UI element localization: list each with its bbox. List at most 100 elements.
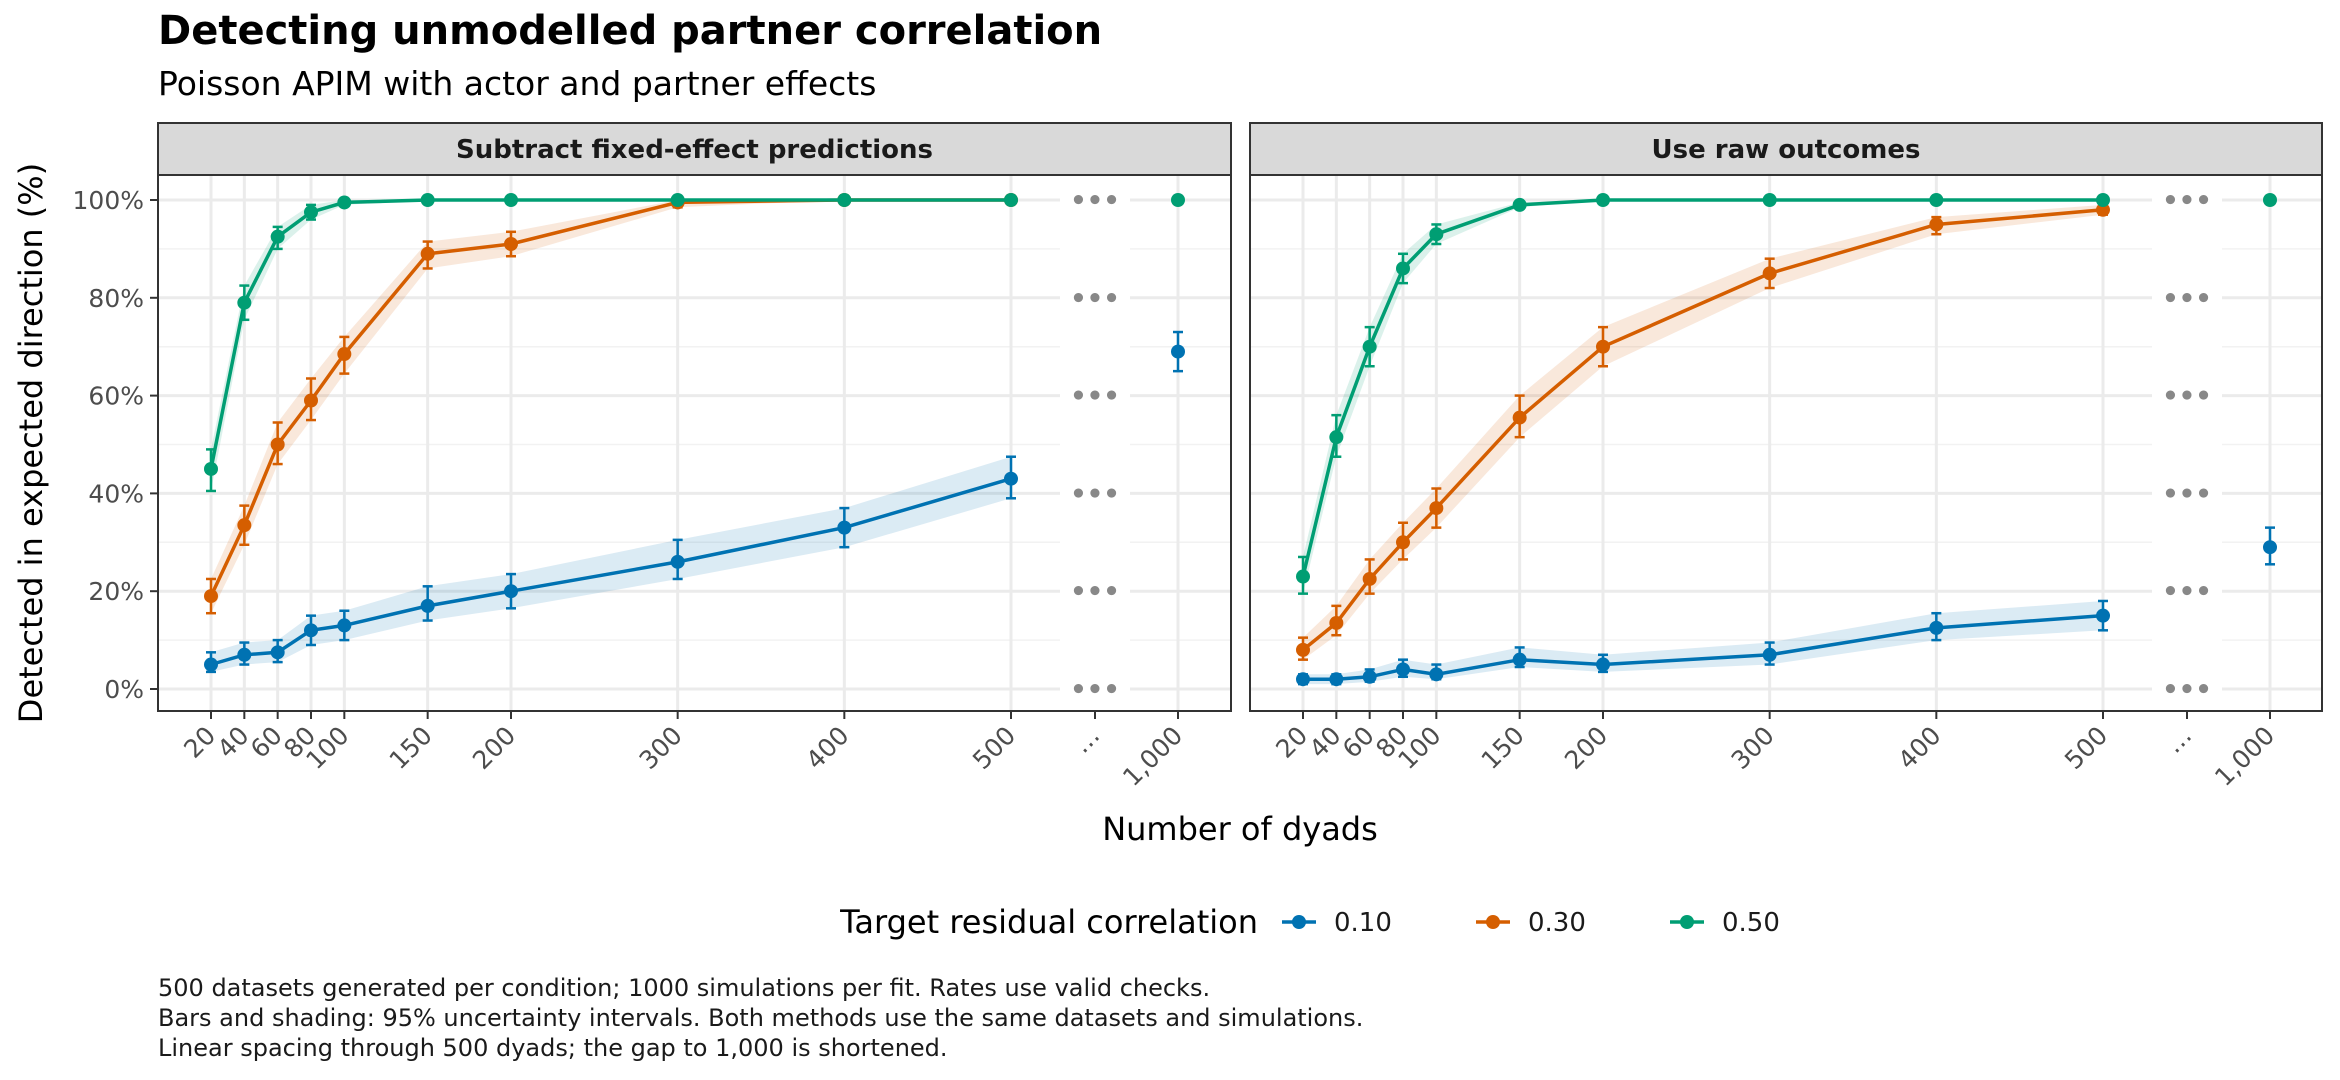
x-tick-label: 150 bbox=[384, 721, 438, 775]
legend-label: 0.10 bbox=[1334, 908, 1392, 938]
data-point-0.30 bbox=[204, 589, 218, 604]
data-point-0.50 bbox=[837, 193, 852, 207]
gap-marker: ••• bbox=[1070, 479, 1120, 509]
data-point-0.50-1000 bbox=[1171, 193, 1185, 207]
data-point-0.10 bbox=[504, 584, 518, 599]
panel-background bbox=[1250, 175, 2322, 711]
series-line-0.10 bbox=[210, 477, 1012, 667]
data-point-0.30 bbox=[1296, 642, 1310, 657]
data-point-0.50 bbox=[420, 193, 435, 207]
y-tick-label: 40% bbox=[88, 479, 144, 508]
data-point-0.50 bbox=[1596, 193, 1610, 207]
data-point-0.10 bbox=[1004, 471, 1018, 486]
facet-strip bbox=[1249, 122, 2323, 176]
chart-subtitle: Poisson APIM with actor and partner effe… bbox=[158, 64, 877, 103]
legend-key-point bbox=[1292, 915, 1306, 929]
data-point-0.30 bbox=[304, 393, 318, 408]
caption-line-3: Linear spacing through 500 dyads; the ga… bbox=[158, 1034, 948, 1062]
y-tick-label: 0% bbox=[104, 675, 144, 704]
y-axis-title: Detected in expected direction (%) bbox=[12, 163, 50, 723]
x-tick-label: 1,000 bbox=[2209, 721, 2280, 792]
data-point-0.10 bbox=[237, 647, 252, 662]
data-point-0.10-1000 bbox=[2263, 540, 2277, 555]
data-point-0.10-1000 bbox=[1171, 344, 1185, 359]
data-point-0.10 bbox=[270, 645, 285, 660]
data-point-0.30 bbox=[2096, 202, 2110, 217]
data-point-0.50 bbox=[1396, 261, 1410, 276]
y-tick-label: 100% bbox=[73, 186, 144, 215]
gap-band bbox=[2152, 175, 2222, 711]
x-tick-label: 300 bbox=[1726, 721, 1780, 775]
facet-strip-label: Subtract fixed-effect predictions bbox=[456, 135, 933, 165]
gap-marker: ••• bbox=[1070, 186, 1120, 216]
data-point-0.50 bbox=[270, 229, 285, 244]
facet-strip-label: Use raw outcomes bbox=[1652, 135, 1921, 165]
panel-background bbox=[158, 175, 1231, 711]
data-point-0.30 bbox=[504, 237, 518, 252]
data-point-0.50-1000 bbox=[2263, 193, 2277, 207]
data-point-0.50 bbox=[1329, 430, 1344, 445]
gap-marker: ••• bbox=[2162, 479, 2212, 509]
legend-key-point bbox=[1486, 915, 1500, 929]
gap-marker: ••• bbox=[2162, 675, 2212, 705]
x-tick-label: 150 bbox=[1476, 721, 1530, 775]
data-point-0.50 bbox=[1362, 339, 1377, 354]
uncertainty-ribbon-0.50 bbox=[211, 200, 1011, 491]
series-line-0.30 bbox=[1301, 208, 2104, 652]
chart-title: Detecting unmodelled partner correlation bbox=[158, 8, 1103, 54]
data-point-0.50 bbox=[337, 195, 352, 210]
data-point-0.10 bbox=[1512, 652, 1527, 667]
y-tick-label: 20% bbox=[88, 577, 144, 606]
data-point-0.50 bbox=[237, 295, 252, 310]
data-point-0.50 bbox=[504, 193, 518, 207]
data-point-0.50 bbox=[1762, 193, 1777, 207]
data-point-0.10 bbox=[1762, 647, 1777, 662]
legend-label: 0.50 bbox=[1722, 908, 1780, 938]
data-point-0.30 bbox=[1396, 535, 1410, 550]
gap-marker: ••• bbox=[2162, 577, 2212, 607]
data-point-0.30 bbox=[1596, 339, 1610, 354]
data-point-0.10 bbox=[1929, 620, 1944, 635]
x-tick-label: 1,000 bbox=[1117, 721, 1188, 792]
data-point-0.50 bbox=[1296, 569, 1310, 584]
gap-marker: ••• bbox=[1070, 284, 1120, 314]
data-point-0.10 bbox=[420, 598, 435, 613]
legend-key-point bbox=[1680, 915, 1694, 929]
gap-marker: ••• bbox=[1070, 382, 1120, 412]
caption-line-1: 500 datasets generated per condition; 10… bbox=[158, 974, 1211, 1002]
data-point-0.30 bbox=[237, 518, 252, 533]
data-point-0.30 bbox=[1429, 501, 1444, 516]
data-point-0.10 bbox=[304, 623, 318, 638]
data-point-0.50 bbox=[304, 205, 318, 220]
x-tick-label: … bbox=[1067, 721, 1105, 759]
data-point-0.50 bbox=[204, 461, 218, 476]
x-tick-label: 300 bbox=[634, 721, 688, 775]
series-line-0.10 bbox=[1303, 613, 2104, 681]
data-point-0.10 bbox=[1396, 662, 1410, 677]
data-point-0.10 bbox=[837, 520, 852, 535]
data-point-0.30 bbox=[1512, 410, 1527, 425]
x-tick-label: 200 bbox=[467, 721, 521, 775]
data-point-0.50 bbox=[1004, 193, 1018, 207]
data-point-0.30 bbox=[1762, 266, 1777, 281]
data-point-0.10 bbox=[337, 618, 352, 633]
gap-marker: ••• bbox=[2162, 284, 2212, 314]
data-point-0.10 bbox=[1329, 672, 1344, 687]
uncertainty-ribbon-0.30 bbox=[1303, 204, 2103, 660]
data-point-0.30 bbox=[1362, 571, 1377, 586]
data-point-0.30 bbox=[1329, 615, 1344, 630]
caption-line-2: Bars and shading: 95% uncertainty interv… bbox=[158, 1004, 1364, 1032]
data-point-0.10 bbox=[1362, 669, 1377, 684]
data-point-0.50 bbox=[1429, 227, 1444, 242]
data-point-0.10 bbox=[1296, 672, 1310, 687]
series-line-0.50 bbox=[209, 198, 1011, 470]
data-point-0.30 bbox=[270, 437, 285, 452]
x-tick-label: 500 bbox=[2059, 721, 2113, 775]
x-tick-label: 400 bbox=[800, 721, 854, 775]
y-tick-label: 60% bbox=[88, 382, 144, 411]
data-point-0.50 bbox=[1512, 197, 1527, 212]
data-point-0.30 bbox=[1929, 217, 1944, 232]
facet-strip bbox=[157, 122, 1232, 176]
x-tick-label: 400 bbox=[1892, 721, 1946, 775]
